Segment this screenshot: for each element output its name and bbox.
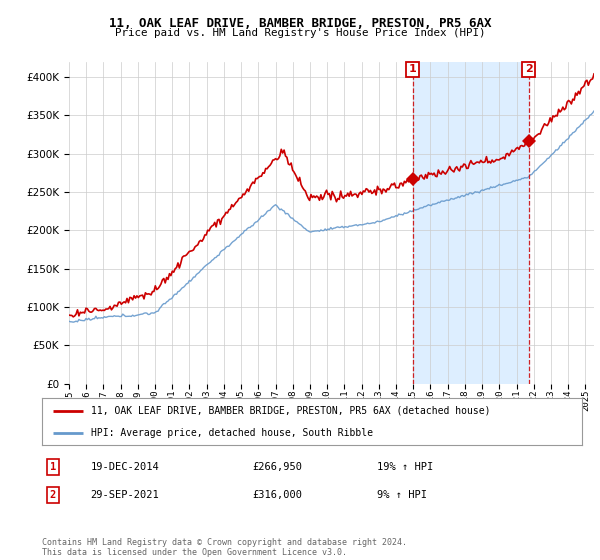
Text: £266,950: £266,950 [253, 462, 302, 472]
Bar [413, 62, 529, 384]
Text: HPI: Average price, detached house, South Ribble: HPI: Average price, detached house, Sout… [91, 428, 373, 438]
Text: 2: 2 [525, 64, 533, 74]
Text: 11, OAK LEAF DRIVE, BAMBER BRIDGE, PRESTON, PR5 6AX: 11, OAK LEAF DRIVE, BAMBER BRIDGE, PREST… [109, 17, 491, 30]
Text: 1: 1 [50, 462, 56, 472]
Text: 2: 2 [50, 490, 56, 500]
Text: 19-DEC-2014: 19-DEC-2014 [91, 462, 160, 472]
Text: Contains HM Land Registry data © Crown copyright and database right 2024.
This d: Contains HM Land Registry data © Crown c… [42, 538, 407, 557]
Text: 29-SEP-2021: 29-SEP-2021 [91, 490, 160, 500]
Text: 11, OAK LEAF DRIVE, BAMBER BRIDGE, PRESTON, PR5 6AX (detached house): 11, OAK LEAF DRIVE, BAMBER BRIDGE, PREST… [91, 406, 490, 416]
Text: Price paid vs. HM Land Registry's House Price Index (HPI): Price paid vs. HM Land Registry's House … [115, 28, 485, 38]
Text: £316,000: £316,000 [253, 490, 302, 500]
Text: 19% ↑ HPI: 19% ↑ HPI [377, 462, 433, 472]
Text: 1: 1 [409, 64, 416, 74]
Text: 9% ↑ HPI: 9% ↑ HPI [377, 490, 427, 500]
